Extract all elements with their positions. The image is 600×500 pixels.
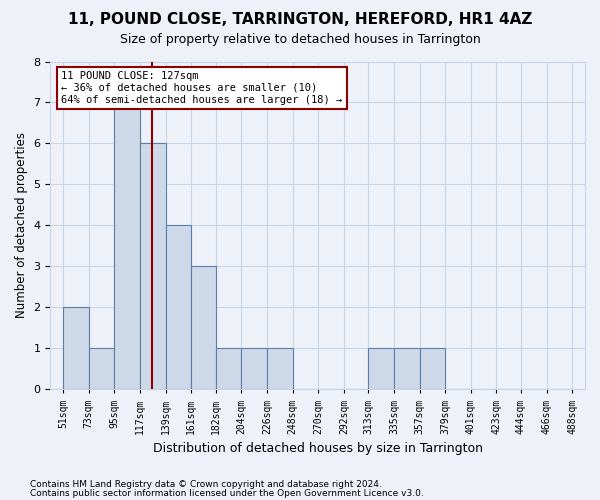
- Bar: [216, 348, 241, 390]
- Bar: [267, 348, 293, 390]
- Bar: [140, 144, 166, 390]
- Bar: [115, 102, 140, 390]
- Text: Contains HM Land Registry data © Crown copyright and database right 2024.: Contains HM Land Registry data © Crown c…: [30, 480, 382, 489]
- Bar: [368, 348, 394, 390]
- Bar: [63, 308, 89, 390]
- Bar: [394, 348, 419, 390]
- Bar: [191, 266, 216, 390]
- Bar: [419, 348, 445, 390]
- Text: 11 POUND CLOSE: 127sqm
← 36% of detached houses are smaller (10)
64% of semi-det: 11 POUND CLOSE: 127sqm ← 36% of detached…: [61, 72, 343, 104]
- Text: Contains public sector information licensed under the Open Government Licence v3: Contains public sector information licen…: [30, 488, 424, 498]
- Bar: [89, 348, 115, 390]
- Bar: [166, 226, 191, 390]
- Bar: [241, 348, 267, 390]
- Y-axis label: Number of detached properties: Number of detached properties: [15, 132, 28, 318]
- Text: 11, POUND CLOSE, TARRINGTON, HEREFORD, HR1 4AZ: 11, POUND CLOSE, TARRINGTON, HEREFORD, H…: [68, 12, 532, 28]
- X-axis label: Distribution of detached houses by size in Tarrington: Distribution of detached houses by size …: [153, 442, 483, 455]
- Text: Size of property relative to detached houses in Tarrington: Size of property relative to detached ho…: [119, 32, 481, 46]
